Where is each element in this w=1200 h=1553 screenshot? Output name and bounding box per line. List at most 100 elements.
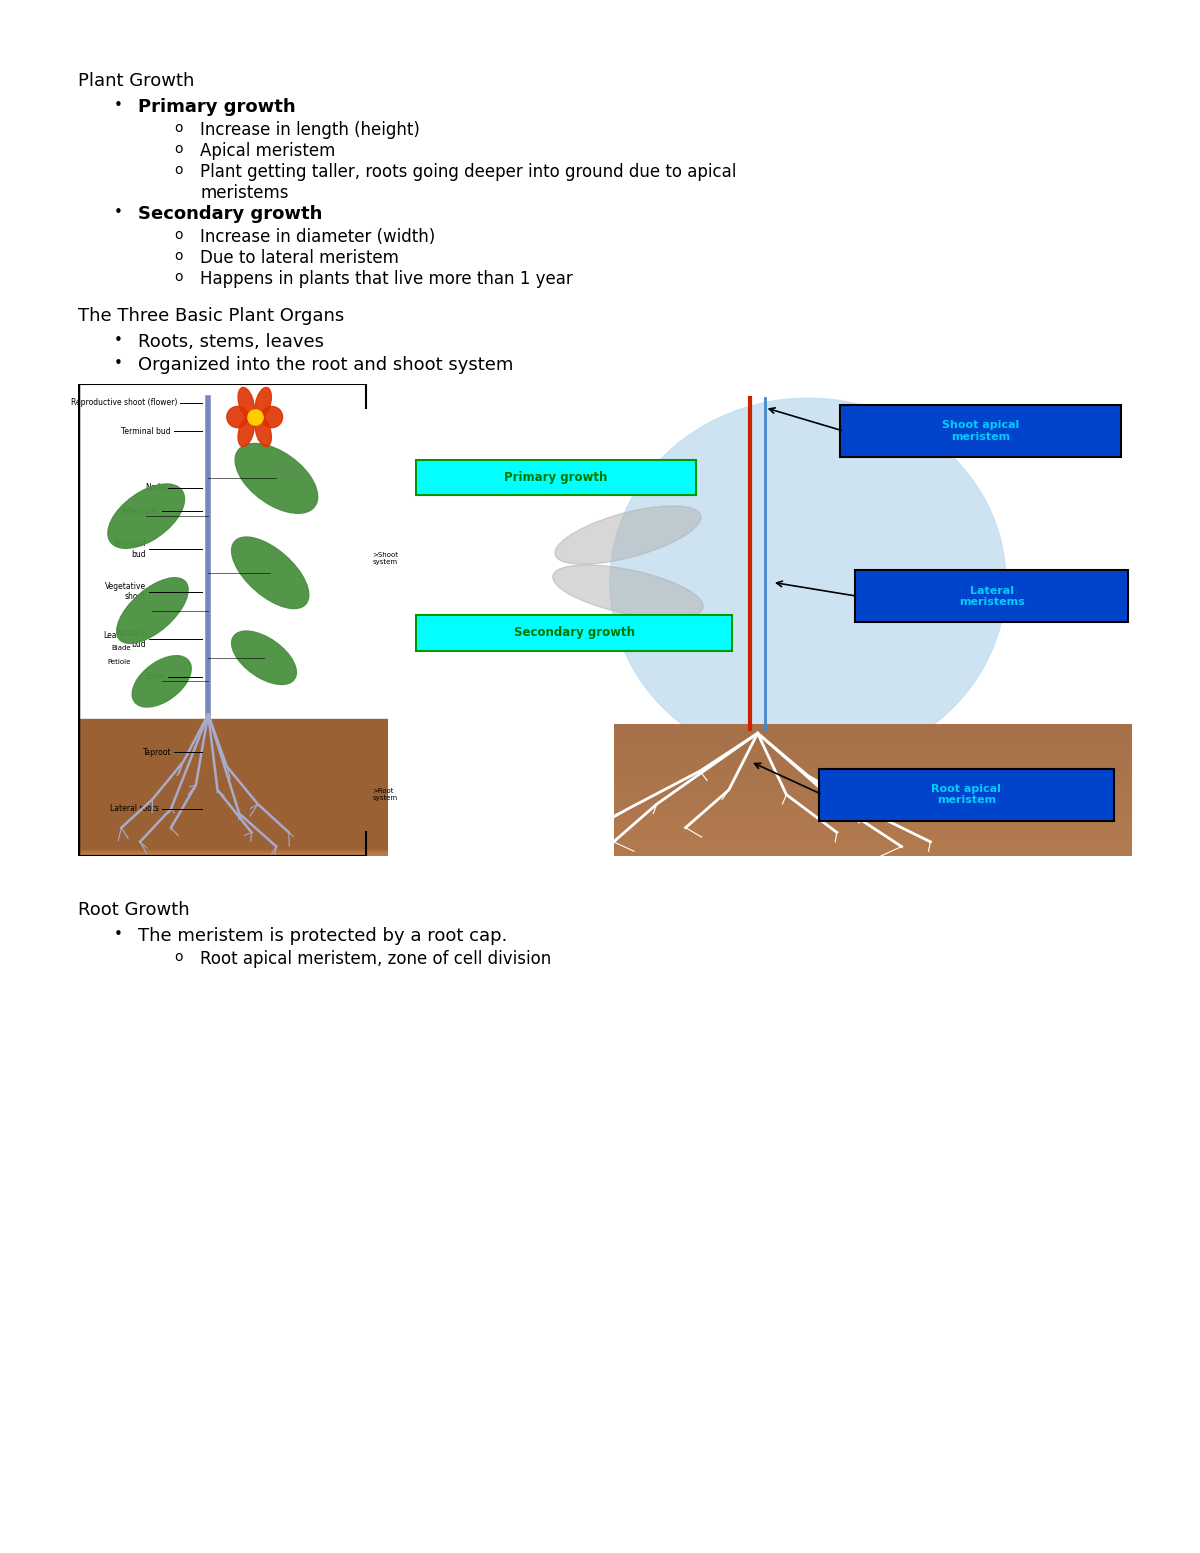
Text: Petiole: Petiole (107, 660, 131, 666)
Text: •: • (114, 205, 122, 221)
Text: Plant getting taller, roots going deeper into ground due to apical: Plant getting taller, roots going deeper… (200, 163, 737, 182)
Text: Axillary
bud: Axillary bud (118, 629, 146, 649)
Bar (78, 781, 388, 849)
Ellipse shape (553, 565, 703, 618)
Bar (78, 733, 388, 848)
Ellipse shape (256, 416, 271, 447)
Text: >Root
system: >Root system (372, 787, 397, 801)
Bar (78, 756, 388, 848)
Bar (78, 738, 388, 848)
Text: Reproductive shoot (flower): Reproductive shoot (flower) (71, 399, 178, 407)
FancyBboxPatch shape (613, 794, 1132, 803)
Ellipse shape (227, 407, 248, 427)
Bar (78, 809, 388, 849)
Text: The meristem is protected by a root cap.: The meristem is protected by a root cap. (138, 927, 508, 944)
Text: •: • (114, 356, 122, 371)
Text: •: • (114, 332, 122, 348)
Text: Vegetative
shoot: Vegetative shoot (106, 582, 146, 601)
Ellipse shape (132, 655, 191, 707)
FancyBboxPatch shape (613, 759, 1132, 767)
Text: Leaf{: Leaf{ (103, 629, 125, 638)
FancyBboxPatch shape (613, 724, 1132, 733)
Text: Primary growth: Primary growth (504, 471, 607, 483)
Text: o: o (174, 141, 182, 155)
Bar (78, 846, 388, 851)
Bar (78, 752, 388, 848)
Text: Increase in diameter (width): Increase in diameter (width) (200, 228, 436, 245)
Bar (78, 770, 388, 848)
FancyBboxPatch shape (613, 803, 1132, 812)
Bar (78, 842, 388, 851)
Bar (78, 766, 388, 848)
Text: o: o (174, 228, 182, 242)
Bar (78, 776, 388, 848)
Bar (78, 828, 388, 851)
FancyBboxPatch shape (613, 750, 1132, 759)
Text: o: o (174, 270, 182, 284)
Ellipse shape (256, 387, 271, 418)
Bar (78, 818, 388, 849)
FancyBboxPatch shape (613, 812, 1132, 820)
Bar (78, 804, 388, 849)
Point (245, 405, 264, 430)
Text: Internode: Internode (121, 506, 158, 516)
Text: meristems: meristems (200, 183, 288, 202)
Text: o: o (174, 163, 182, 177)
FancyBboxPatch shape (840, 405, 1121, 457)
Text: Stem: Stem (145, 672, 164, 682)
Text: The Three Basic Plant Organs: The Three Basic Plant Organs (78, 307, 344, 325)
Bar (78, 786, 388, 849)
Bar (78, 728, 388, 846)
Ellipse shape (554, 506, 701, 564)
Text: Secondary growth: Secondary growth (138, 205, 323, 224)
Text: •: • (114, 98, 122, 113)
Text: Increase in length (height): Increase in length (height) (200, 121, 420, 140)
Text: Secondary growth: Secondary growth (514, 626, 635, 640)
FancyBboxPatch shape (415, 615, 732, 651)
Text: o: o (174, 950, 182, 964)
Text: Primary growth: Primary growth (138, 98, 295, 116)
Bar (78, 761, 388, 848)
Ellipse shape (108, 485, 185, 548)
FancyBboxPatch shape (854, 570, 1128, 623)
Text: Root Growth: Root Growth (78, 901, 190, 919)
Text: Taproot: Taproot (143, 747, 172, 756)
Text: Apical meristem: Apical meristem (200, 141, 335, 160)
Text: Root apical meristem, zone of cell division: Root apical meristem, zone of cell divis… (200, 950, 551, 968)
Bar (78, 719, 388, 846)
Bar (78, 790, 388, 849)
Text: Organized into the root and shoot system: Organized into the root and shoot system (138, 356, 514, 374)
Bar (78, 823, 388, 849)
Text: Plant Growth: Plant Growth (78, 71, 194, 90)
Bar (78, 851, 388, 856)
Bar (78, 800, 388, 849)
FancyBboxPatch shape (818, 769, 1114, 820)
Text: >Shoot
system: >Shoot system (372, 553, 398, 565)
Text: Terminal bud: Terminal bud (121, 427, 172, 436)
Text: Terminal
bud: Terminal bud (114, 539, 146, 559)
FancyBboxPatch shape (613, 776, 1132, 786)
Ellipse shape (610, 398, 1006, 766)
Bar (78, 742, 388, 848)
Ellipse shape (235, 444, 318, 514)
Bar (78, 837, 388, 851)
Ellipse shape (238, 387, 254, 418)
FancyBboxPatch shape (613, 829, 1132, 839)
Text: Happens in plants that live more than 1 year: Happens in plants that live more than 1 … (200, 270, 572, 287)
Bar (78, 795, 388, 849)
Text: •: • (114, 927, 122, 943)
Ellipse shape (116, 578, 188, 643)
FancyBboxPatch shape (613, 724, 1132, 856)
FancyBboxPatch shape (613, 733, 1132, 741)
Text: o: o (174, 121, 182, 135)
Text: Lateral
meristems: Lateral meristems (959, 585, 1025, 607)
FancyBboxPatch shape (613, 848, 1132, 856)
Text: o: o (174, 248, 182, 262)
FancyBboxPatch shape (613, 767, 1132, 776)
FancyBboxPatch shape (613, 820, 1132, 829)
Bar (78, 724, 388, 846)
Ellipse shape (232, 537, 308, 609)
Text: Blade: Blade (112, 646, 131, 651)
FancyBboxPatch shape (613, 839, 1132, 848)
Text: Shoot apical
meristem: Shoot apical meristem (942, 421, 1020, 443)
